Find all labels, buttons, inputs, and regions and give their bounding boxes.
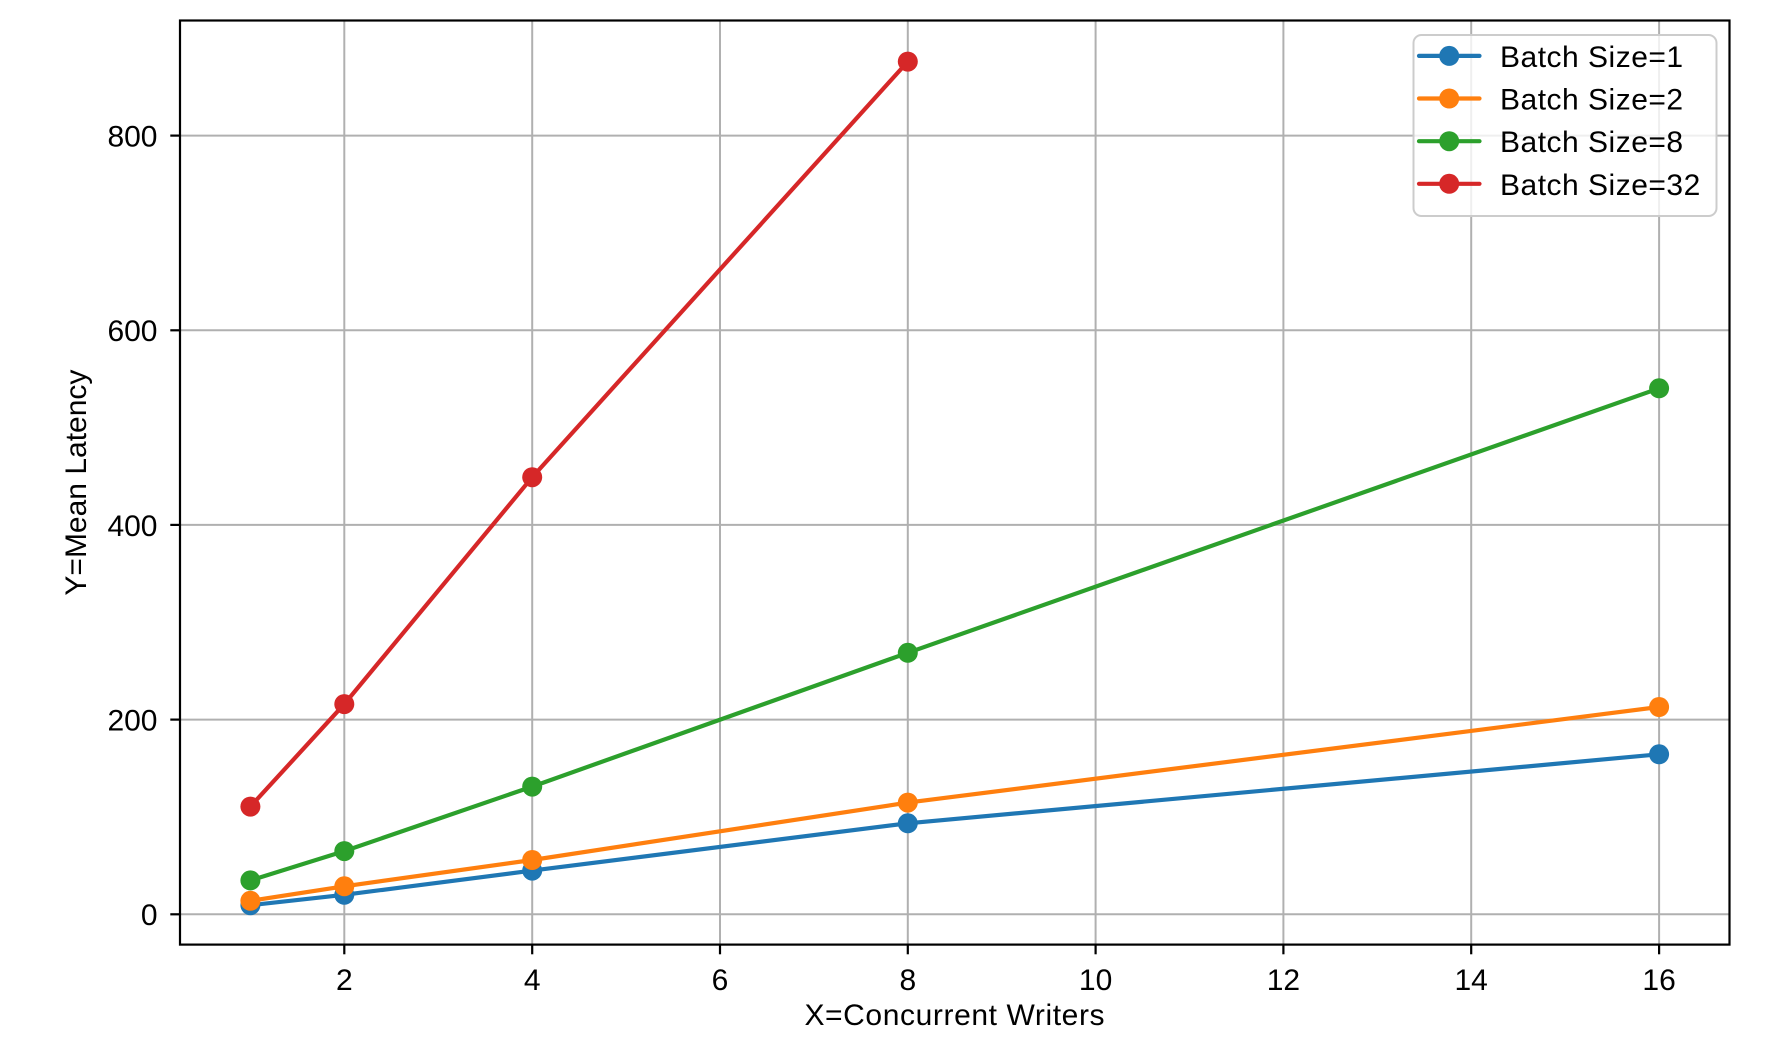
svg-text:400: 400	[107, 510, 157, 543]
svg-text:Batch Size=32: Batch Size=32	[1500, 169, 1701, 202]
svg-text:Batch Size=2: Batch Size=2	[1500, 84, 1684, 117]
svg-text:800: 800	[107, 121, 157, 154]
svg-text:6: 6	[712, 964, 729, 997]
svg-text:600: 600	[107, 315, 157, 348]
svg-text:8: 8	[899, 964, 916, 997]
svg-text:14: 14	[1455, 964, 1488, 997]
svg-text:4: 4	[524, 964, 541, 997]
svg-text:12: 12	[1267, 964, 1300, 997]
svg-text:200: 200	[107, 705, 157, 738]
svg-text:16: 16	[1642, 964, 1675, 997]
svg-text:2: 2	[336, 964, 353, 997]
svg-text:Batch Size=1: Batch Size=1	[1500, 41, 1684, 74]
svg-text:10: 10	[1079, 964, 1112, 997]
svg-text:Y=Mean Latency: Y=Mean Latency	[60, 370, 93, 596]
svg-text:0: 0	[141, 899, 158, 932]
svg-text:X=Concurrent Writers: X=Concurrent Writers	[804, 999, 1105, 1032]
svg-text:Batch Size=8: Batch Size=8	[1500, 126, 1684, 159]
